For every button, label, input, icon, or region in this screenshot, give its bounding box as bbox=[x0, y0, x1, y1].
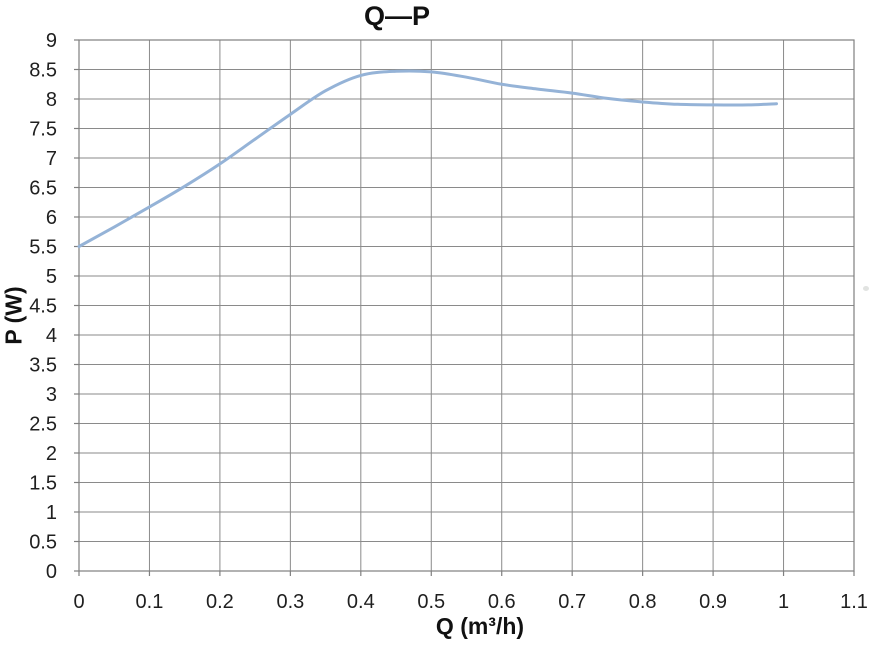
x-tick-label: 0.2 bbox=[206, 591, 234, 613]
x-tick-label: 0.8 bbox=[629, 591, 657, 613]
x-axis-title: Q (m³/h) bbox=[435, 613, 525, 639]
y-tick-label: 8 bbox=[46, 89, 57, 111]
y-tick-label: 1.5 bbox=[29, 473, 57, 495]
y-tick-label: 2 bbox=[46, 443, 57, 465]
x-tick-label: 0.4 bbox=[347, 591, 375, 613]
y-tick-label: 3.5 bbox=[29, 355, 57, 377]
y-tick-label: 6.5 bbox=[29, 178, 57, 200]
y-tick-label: 4.5 bbox=[29, 296, 57, 318]
y-tick-label: 5 bbox=[46, 266, 57, 288]
x-tick-label: 0 bbox=[73, 591, 84, 613]
x-tick-label: 1.1 bbox=[840, 591, 868, 613]
x-tick-label: 0.9 bbox=[699, 591, 727, 613]
speck-artifact bbox=[863, 286, 869, 291]
y-tick-label: 6 bbox=[46, 207, 57, 229]
y-tick-label: 9 bbox=[46, 30, 57, 52]
y-tick-label: 1 bbox=[46, 502, 57, 524]
y-tick-label: 5.5 bbox=[29, 237, 57, 259]
series-line bbox=[77, 69, 778, 248]
y-tick-label: 0 bbox=[46, 561, 57, 583]
y-tick-label: 8.5 bbox=[29, 60, 57, 82]
y-tick-label: 7 bbox=[46, 148, 57, 170]
x-tick-label: 0.5 bbox=[417, 591, 445, 613]
y-tick-label: 3 bbox=[46, 384, 57, 406]
x-tick-label: 1 bbox=[778, 591, 789, 613]
x-tick-label: 0.7 bbox=[558, 591, 586, 613]
y-tick-label: 2.5 bbox=[29, 414, 57, 436]
y-tick-label: 4 bbox=[46, 325, 57, 347]
y-tick-label: 7.5 bbox=[29, 119, 57, 141]
x-tick-label: 0.6 bbox=[488, 591, 516, 613]
x-tick-label: 0.1 bbox=[136, 591, 164, 613]
x-tick-label: 0.3 bbox=[276, 591, 304, 613]
chart-title: Q—P bbox=[363, 1, 430, 31]
y-tick-label: 0.5 bbox=[29, 532, 57, 554]
